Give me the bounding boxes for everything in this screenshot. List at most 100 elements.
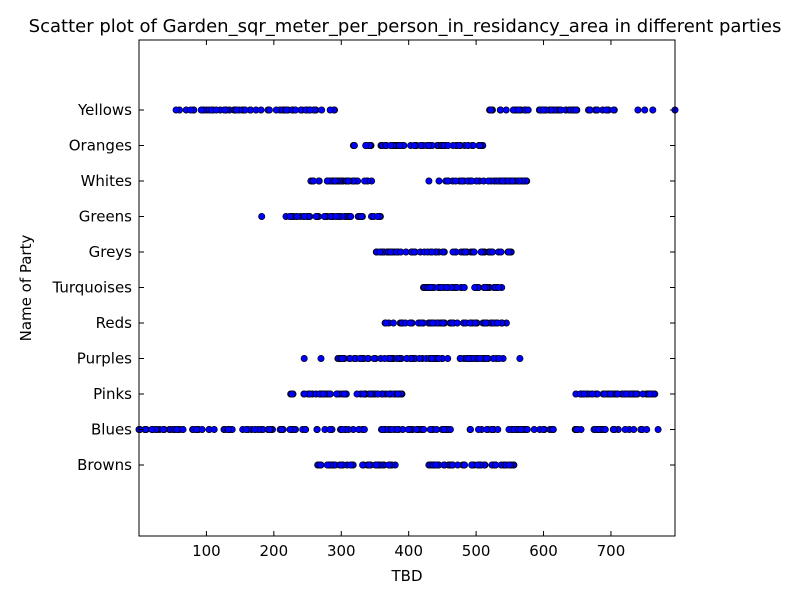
scatter-point-whites [323, 177, 331, 185]
y-tick-label-whites: Whites [81, 172, 133, 190]
scatter-point-pinks [606, 390, 614, 398]
scatter-point-greens [301, 213, 309, 221]
y-axis-ticks: Browns Blues Pinks Purples Reds Turquoises Gre… [51, 101, 675, 474]
x-tick-label: 100 [192, 542, 221, 560]
scatter-point-greens [332, 213, 340, 221]
scatter-point-whites [508, 177, 516, 185]
scatter-point-oranges [464, 142, 472, 150]
scatter-point-whites [435, 177, 443, 185]
scatter-point-yellows [496, 106, 504, 114]
scatter-point-greys [397, 248, 405, 256]
scatter-point-yellows [233, 106, 241, 114]
scatter-point-yellows [649, 106, 657, 114]
scatter-point-whites [361, 177, 369, 185]
scatter-point-browns [372, 461, 380, 469]
scatter-point-whites [458, 177, 466, 185]
scatter-point-browns [449, 461, 457, 469]
scatter-point-greys [497, 248, 505, 256]
scatter-point-blues [433, 425, 441, 433]
scatter-point-blues [426, 425, 434, 433]
scatter-point-oranges [350, 142, 358, 150]
scatter-point-oranges [425, 142, 433, 150]
scatter-point-yellows [593, 106, 601, 114]
scatter-point-purples [415, 354, 423, 362]
scatter-point-browns [505, 461, 513, 469]
scatter-point-turquoises [460, 283, 468, 291]
y-tick-label-blues: Blues [91, 421, 132, 439]
scatter-point-yellows [306, 106, 314, 114]
scatter-point-blues [148, 425, 156, 433]
scatter-point-greys [461, 248, 469, 256]
scatter-point-reds [382, 319, 390, 327]
x-tick-label: 500 [462, 542, 491, 560]
scatter-point-turquoises [471, 283, 479, 291]
y-tick-label-browns: Browns [77, 456, 132, 474]
scatter-point-blues [159, 425, 167, 433]
scatter-point-blues [224, 425, 232, 433]
scatter-point-reds [453, 319, 461, 327]
y-tick-label-yellows: Yellows [77, 101, 132, 119]
scatter-point-purples [476, 354, 484, 362]
scatter-point-pinks [360, 390, 368, 398]
scatter-point-pinks [639, 390, 647, 398]
scatter-point-purples [381, 354, 389, 362]
scatter-point-pinks [340, 390, 348, 398]
scatter-point-blues [193, 425, 201, 433]
scatter-point-whites [331, 177, 339, 185]
scatter-point-greens [258, 213, 266, 221]
scatter-point-reds [429, 319, 437, 327]
x-tick-label: 400 [394, 542, 423, 560]
scatter-point-reds [494, 319, 502, 327]
scatter-point-blues [251, 425, 259, 433]
scatter-point-reds [466, 319, 474, 327]
scatter-point-greys [387, 248, 395, 256]
scatter-point-blues [360, 425, 368, 433]
scatter-point-blues [654, 425, 662, 433]
x-axis-ticks: 100 200 300 400 500 600 700 [192, 40, 625, 560]
scatter-point-yellows [187, 106, 195, 114]
scatter-point-greys [449, 248, 457, 256]
scatter-point-oranges [387, 142, 395, 150]
scatter-point-blues [573, 425, 581, 433]
scatter-point-greys [411, 248, 419, 256]
x-tick-label: 200 [260, 542, 289, 560]
scatter-point-pinks [601, 390, 609, 398]
scatter-point-purples [403, 354, 411, 362]
scatter-point-browns [346, 461, 354, 469]
scatter-point-turquoises [427, 283, 435, 291]
chart-title: Scatter plot of Garden_sqr_meter_per_per… [29, 16, 782, 37]
scatter-point-browns [317, 461, 325, 469]
scatter-point-yellows [318, 106, 326, 114]
scatter-point-greens [347, 213, 355, 221]
scatter-point-greys [376, 248, 384, 256]
scatter-point-blues [517, 425, 525, 433]
scatter-point-blues [326, 425, 334, 433]
scatter-point-turquoises [481, 283, 489, 291]
scatter-point-pinks [288, 390, 296, 398]
scatter-point-blues [393, 425, 401, 433]
scatter-point-browns [323, 461, 331, 469]
scatter-point-whites [484, 177, 492, 185]
scatter-point-greens [374, 213, 382, 221]
scatter-point-browns [337, 461, 345, 469]
scatter-point-purples [356, 354, 364, 362]
scatter-point-purples [483, 354, 491, 362]
scatter-point-purples [516, 354, 524, 362]
scatter-point-yellows [586, 106, 594, 114]
scatter-point-blues [643, 425, 651, 433]
scatter-point-browns [359, 461, 367, 469]
scatter-point-whites [309, 177, 317, 185]
scatter-point-blues [173, 425, 181, 433]
scatter-point-pinks [614, 390, 622, 398]
scatter-point-yellows [265, 106, 273, 114]
scatter-point-reds [482, 319, 490, 327]
scatter-point-blues [242, 425, 250, 433]
scatter-point-pinks [326, 390, 334, 398]
scatter-point-pinks [300, 390, 308, 398]
scatter-point-blues [210, 425, 218, 433]
scatter-point-purples [495, 354, 503, 362]
scatter-point-pinks [622, 390, 630, 398]
scatter-point-yellows [572, 106, 580, 114]
scatter-point-blues [630, 425, 638, 433]
y-tick-label-purples: Purples [77, 350, 132, 368]
